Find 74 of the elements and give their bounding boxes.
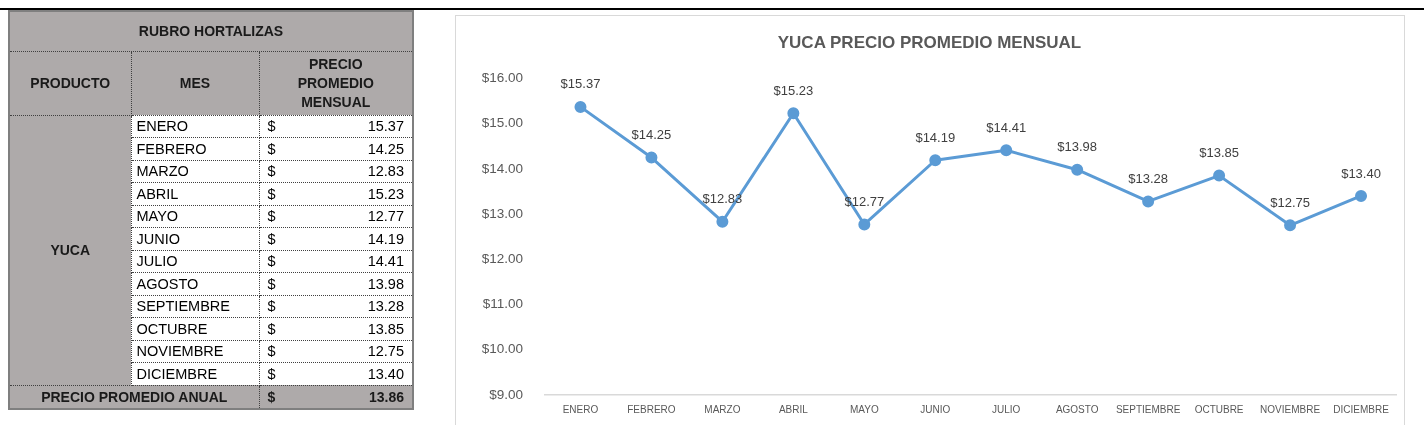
- x-tick-label: ENERO: [562, 403, 599, 415]
- data-label: $14.41: [986, 119, 1027, 135]
- point: [858, 218, 871, 231]
- data-label: $ 13.85: [259, 320, 413, 337]
- category-label: ABRIL: [131, 182, 259, 205]
- x-tick-label: OCTUBRE: [1194, 403, 1244, 415]
- data-label: $12.75: [1270, 194, 1310, 210]
- category-label: DICIEMBRE: [131, 362, 259, 385]
- x-tick-label: NOVIEMBRE: [1260, 403, 1321, 415]
- y-tick-label: $16.00: [481, 70, 523, 86]
- x-tick-label: SEPTIEMBRE: [1115, 403, 1181, 415]
- data-label: $13.85: [1199, 145, 1239, 161]
- point: [1213, 169, 1226, 182]
- category-label: AGOSTO: [131, 272, 259, 295]
- data-label: $13.98: [1057, 139, 1098, 155]
- chart-title: YUCA PRECIO PROMEDIO MENSUAL: [777, 32, 1082, 52]
- category-label: MAYO: [131, 205, 259, 228]
- y-tick-label: $11.00: [482, 296, 523, 312]
- y-tick-label: $13.00: [481, 205, 523, 221]
- y-tick-label: $9.00: [489, 386, 523, 402]
- data-label: $ 14.25: [259, 140, 413, 157]
- data-label: $ 14.19: [259, 230, 413, 247]
- x-tick-label: JUNIO: [920, 403, 951, 415]
- x-tick-label: MARZO: [704, 403, 741, 415]
- point: [1142, 195, 1155, 208]
- text: RUBRO HORTALIZAS: [9, 11, 414, 51]
- category-label: OCTUBRE: [131, 317, 259, 340]
- x-tick-label: DICIEMBRE: [1333, 403, 1390, 415]
- category-label: FEBRERO: [131, 137, 259, 160]
- point: [574, 100, 587, 113]
- x-tick-label: FEBRERO: [627, 403, 676, 415]
- category-label: NOVIEMBRE: [131, 340, 259, 363]
- x-tick-label: ABRIL: [778, 403, 809, 415]
- data-label: $ 13.98: [259, 275, 413, 292]
- data-label: $ 12.77: [259, 208, 413, 225]
- x-tick-label: AGOSTO: [1055, 403, 1099, 415]
- category-label: ENERO: [131, 115, 259, 138]
- data-label: $13.40: [1341, 165, 1381, 181]
- data-label: $ 13.28: [259, 298, 413, 315]
- category-label: JULIO: [131, 250, 259, 273]
- data-label: $15.37: [560, 76, 601, 92]
- category-label: SEPTIEMBRE: [131, 295, 259, 318]
- data-label: $ 15.23: [259, 185, 413, 202]
- text: PRECIO PROMEDIO MENSUAL: [296, 54, 375, 112]
- text: MES: [131, 51, 259, 115]
- point: [1071, 163, 1084, 176]
- data-label: $14.19: [915, 129, 956, 145]
- point: [716, 215, 729, 228]
- y-tick-label: $14.00: [481, 160, 523, 176]
- y-tick-label: $10.00: [481, 341, 523, 357]
- data-label: $ 12.83: [259, 163, 413, 180]
- point: [1284, 219, 1297, 232]
- point: [787, 107, 800, 120]
- point: [929, 154, 942, 167]
- point: [1000, 144, 1013, 157]
- legend-title: PRODUCTO: [9, 51, 131, 115]
- data-label: $ 15.37: [259, 118, 413, 135]
- data-label: $ 13.40: [259, 365, 413, 382]
- category-label: MARZO: [131, 160, 259, 183]
- data-label: $14.25: [631, 127, 672, 143]
- data-label: $13.28: [1128, 170, 1169, 186]
- text: $ 13.86: [266, 388, 405, 405]
- point: [645, 151, 658, 164]
- data-label: $ 12.75: [259, 343, 413, 360]
- data-label: $ 14.41: [259, 253, 413, 270]
- point: [1355, 189, 1368, 202]
- text: PRECIO PROMEDIO ANUAL: [9, 385, 259, 409]
- x-tick-label: MAYO: [849, 403, 879, 415]
- category-label: JUNIO: [131, 227, 259, 250]
- data-label: $15.23: [773, 82, 814, 98]
- text: YUCA: [9, 115, 131, 385]
- x-tick-label: JULIO: [992, 403, 1021, 415]
- y-tick-label: $15.00: [481, 115, 523, 131]
- y-tick-label: $12.00: [481, 250, 523, 266]
